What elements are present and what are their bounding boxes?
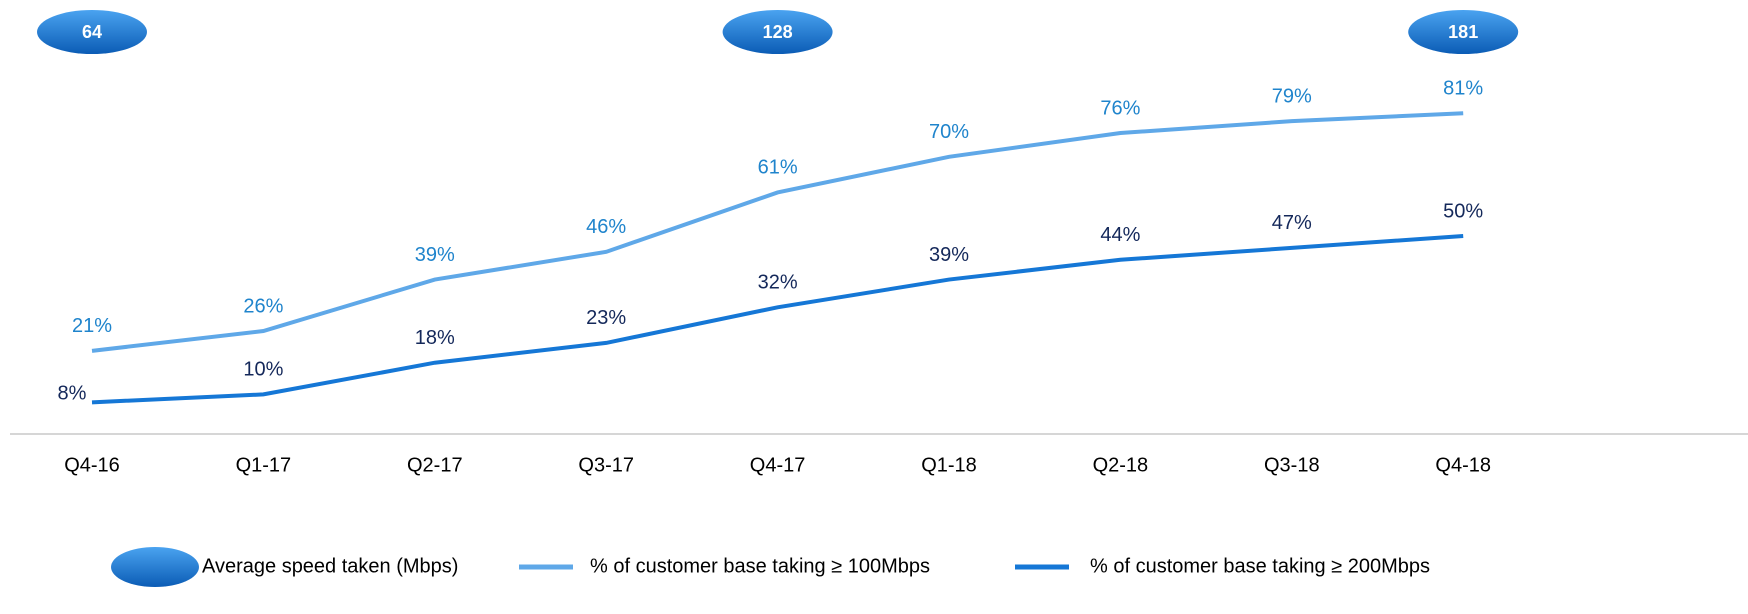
data-label: 23% (586, 307, 626, 329)
data-label: 26% (243, 295, 283, 317)
x-tick-label: Q4-16 (64, 454, 120, 476)
data-label: 47% (1272, 212, 1312, 234)
series-line (91, 234, 1464, 405)
data-label: 39% (415, 244, 455, 266)
legend-label: Average speed taken (Mbps) (202, 555, 458, 577)
x-tick-label: Q1-17 (236, 454, 292, 476)
data-label: 39% (929, 244, 969, 266)
data-label: 32% (758, 272, 798, 294)
data-label: 18% (415, 327, 455, 349)
speed-bubble (1408, 10, 1519, 54)
data-label: 70% (929, 121, 969, 143)
data-label: 76% (1100, 97, 1140, 119)
data-label: 21% (72, 315, 112, 337)
data-label: 44% (1100, 224, 1140, 246)
series-line (91, 111, 1464, 353)
speed-label: 128 (763, 22, 793, 42)
data-label: 46% (586, 216, 626, 238)
x-tick-label: Q4-18 (1435, 454, 1491, 476)
legend-label: % of customer base taking ≥ 100Mbps (590, 555, 930, 577)
x-tick-label: Q1-18 (921, 454, 977, 476)
data-label: 61% (758, 157, 798, 179)
x-tick-label: Q4-17 (750, 454, 806, 476)
x-tick-label: Q2-18 (1093, 454, 1149, 476)
speed-bubble (722, 10, 833, 54)
speed-label: 181 (1448, 22, 1478, 42)
data-label: 79% (1272, 85, 1312, 107)
data-label: 10% (243, 359, 283, 381)
data-label: 8% (58, 383, 87, 405)
speed-bubble (37, 10, 147, 54)
x-tick-label: Q3-18 (1264, 454, 1320, 476)
x-tick-label: Q3-17 (578, 454, 634, 476)
data-label: 50% (1443, 200, 1483, 222)
data-label: 81% (1443, 78, 1483, 100)
x-tick-label: Q2-17 (407, 454, 463, 476)
legend-label: % of customer base taking ≥ 200Mbps (1090, 555, 1430, 577)
speed-label: 64 (82, 22, 102, 42)
legend-bubble (111, 547, 199, 587)
